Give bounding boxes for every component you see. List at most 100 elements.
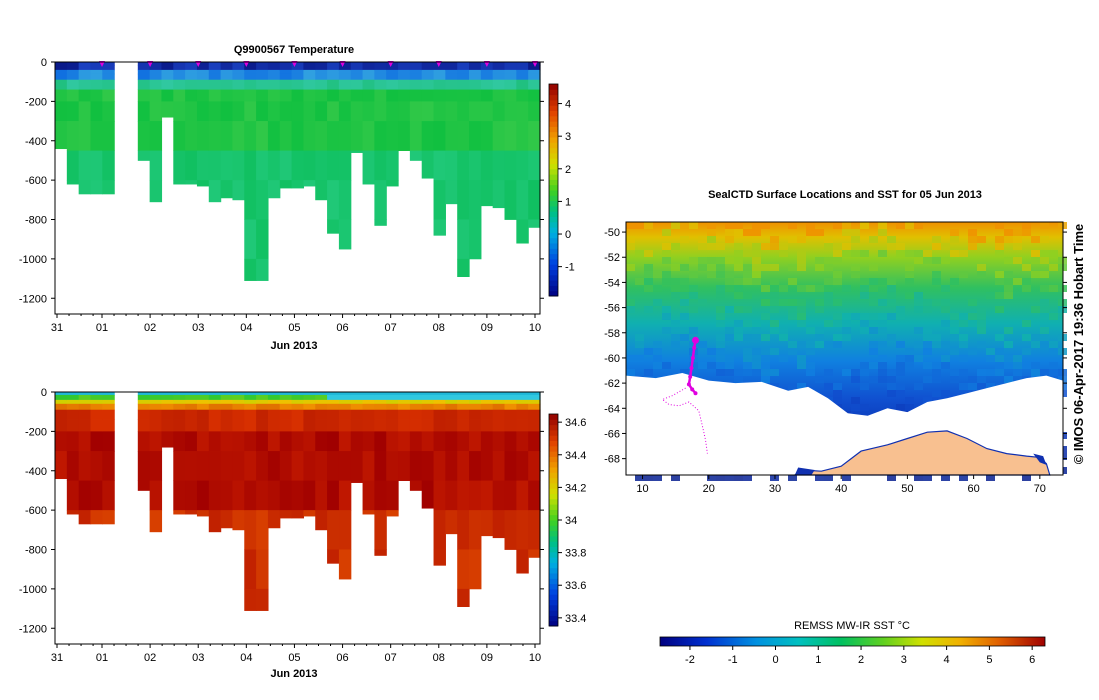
sst-pixel	[995, 278, 1004, 285]
sst-pixel	[851, 404, 860, 411]
sst-pixel	[1022, 474, 1031, 481]
profile-cell	[208, 399, 222, 405]
profile-cell	[185, 101, 198, 122]
temperature-y-axis: 0-200-400-600-800-1000-1200	[19, 57, 544, 305]
sst-pixel	[626, 306, 635, 313]
profile-cell	[267, 409, 281, 420]
colorbar-segment	[549, 131, 558, 138]
y-tick-label: -800	[25, 545, 47, 557]
profile-cell	[516, 403, 529, 411]
sst-pixel	[788, 264, 797, 271]
profile-cell	[421, 62, 435, 66]
sst-pixel	[734, 306, 743, 313]
profile-cell	[398, 62, 411, 66]
temperature-title: Q9900567 Temperature	[234, 44, 354, 56]
profile-cell	[303, 180, 316, 187]
profile-cell	[303, 510, 316, 517]
sst-pixel	[743, 229, 752, 236]
profile-cell	[327, 64, 340, 71]
colorbar-segment	[549, 467, 558, 473]
sst-pixel	[851, 397, 860, 404]
profile-cell	[421, 89, 435, 102]
sst-pixel	[644, 222, 653, 229]
sst-pixel	[995, 355, 1004, 362]
sst-colorbar-tick-label: 3	[901, 654, 907, 666]
profile-cell	[469, 451, 482, 481]
sst-pixel	[968, 313, 977, 320]
sst-pixel	[869, 313, 878, 320]
profile-cell	[374, 73, 387, 81]
profile-cell	[350, 419, 364, 432]
profile-cell	[149, 62, 163, 66]
seal-location	[689, 366, 694, 370]
sst-pixel	[626, 369, 635, 376]
profile-cell	[492, 180, 506, 209]
profile-cell	[55, 73, 68, 81]
profile-cell	[445, 409, 458, 420]
profile-cell	[196, 180, 210, 187]
sst-pixel	[923, 306, 932, 313]
sst-pixel	[959, 250, 968, 257]
profile-cell	[66, 79, 80, 90]
profile-cell	[516, 101, 529, 122]
profile-cell	[291, 403, 305, 411]
profile-cell	[173, 150, 186, 181]
profile-cell	[256, 73, 269, 81]
profile-cell	[161, 394, 174, 401]
profile-cell	[386, 62, 399, 66]
profile-cell	[244, 451, 257, 481]
sst-pixel	[995, 222, 1004, 229]
profile-cell	[327, 121, 340, 151]
sst-pixel	[878, 327, 887, 334]
sst-pixel	[689, 327, 698, 334]
profile-cell	[185, 451, 198, 481]
sst-pixel	[734, 243, 743, 250]
coastal-water	[1033, 453, 1047, 465]
profile-cell	[256, 403, 269, 411]
profile-cell	[409, 419, 423, 432]
sst-pixel	[716, 362, 725, 369]
sst-pixel	[707, 222, 716, 229]
sst-pixel	[932, 369, 941, 376]
profile-cell	[173, 73, 186, 81]
sst-pixel	[689, 306, 698, 313]
sst-pixel	[860, 369, 869, 376]
colorbar-segment	[549, 211, 558, 217]
sst-pixel	[842, 334, 851, 341]
profile-cell	[469, 219, 482, 260]
y-tick-label: -200	[25, 426, 47, 438]
sst-pixel	[1022, 348, 1031, 355]
profile-cell	[55, 403, 68, 411]
sst-pixel	[995, 250, 1004, 257]
profile-cell	[196, 64, 210, 71]
sst-pixel	[662, 229, 671, 236]
profile-cell	[386, 431, 399, 452]
profile-cell	[173, 121, 186, 151]
profile-cell	[66, 89, 80, 102]
profile-cell	[137, 480, 151, 491]
profile-cell	[66, 101, 80, 122]
colorbar-segment	[549, 615, 558, 622]
profile-cell	[256, 180, 269, 220]
profile-cell	[315, 431, 328, 452]
sst-pixel	[680, 292, 689, 299]
sst-pixel	[986, 348, 995, 355]
sst-pixel	[995, 362, 1004, 369]
profile-cell	[457, 419, 470, 432]
profile-cell	[208, 392, 222, 396]
profile-cell	[66, 121, 80, 151]
profile-cell	[244, 73, 257, 81]
profile-cell	[279, 64, 293, 71]
sst-pixel	[788, 341, 797, 348]
sst-pixel	[932, 376, 941, 383]
x-tick-label: 02	[144, 322, 156, 334]
colorbar-segment	[549, 514, 558, 521]
profile-cell	[480, 150, 494, 181]
profile-cell	[433, 121, 446, 151]
colorbar-segment	[549, 168, 558, 175]
profile-cell	[256, 150, 269, 181]
profile-cell	[78, 121, 92, 151]
sst-pixel	[725, 355, 734, 362]
sst-pixel	[680, 264, 689, 271]
sst-pixel	[1040, 257, 1049, 264]
